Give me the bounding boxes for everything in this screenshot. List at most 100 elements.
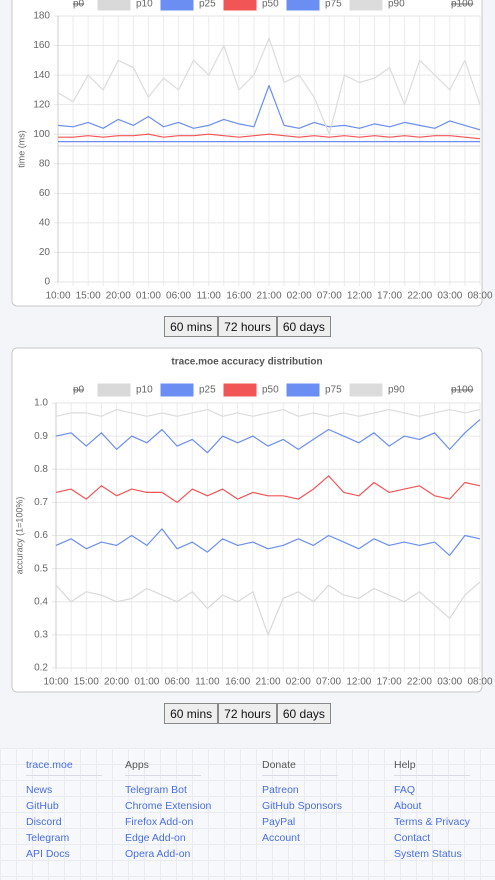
x-tick-label: 11:00 [195, 677, 220, 688]
footer: trace.moe News GitHub Discord Telegram API Do… [0, 748, 495, 880]
y-tick-label: 0.5 [34, 563, 48, 574]
x-tick-label: 08:00 [467, 291, 492, 302]
footer-link[interactable]: API Docs [26, 848, 70, 860]
range-button[interactable]: 72 hours [218, 703, 277, 724]
range-button[interactable]: 72 hours [218, 316, 277, 337]
x-tick-label: 03:00 [437, 291, 462, 302]
footer-link[interactable]: Chrome Extension [125, 800, 212, 812]
legend-swatch [349, 0, 383, 11]
series-line [55, 419, 481, 454]
legend-label: p50 [262, 385, 279, 396]
x-tick-label: 10:00 [45, 291, 70, 302]
series-line [55, 528, 481, 556]
range-buttons: 60 mins 72 hours 60 days [0, 316, 495, 337]
legend-label: p10 [136, 0, 153, 10]
x-tick-label: 06:00 [166, 291, 191, 302]
footer-heading[interactable]: trace.moe [26, 759, 102, 776]
footer-link[interactable]: About [394, 800, 422, 812]
y-tick-label: 140 [33, 70, 50, 81]
footer-link[interactable]: Terms & Privacy [394, 816, 470, 828]
chart-title: trace.moe accuracy distribution [171, 357, 322, 368]
legend-label: p75 [325, 0, 342, 10]
legend-swatch [160, 383, 194, 397]
footer-link[interactable]: Contact [394, 832, 431, 844]
footer-column: trace.moe News GitHub Discord Telegram API Do… [26, 759, 102, 864]
charts: 0 20 40 60 80 100 120 140 160 180 time (ms) 10:00 15… [11, 0, 493, 693]
legend-label: p0 [73, 0, 85, 10]
legend-swatch [413, 0, 445, 10]
legend-label: p10 [136, 385, 153, 396]
footer-link[interactable]: Telegram [26, 832, 70, 844]
series-line [55, 581, 481, 636]
footer-link[interactable]: Firefox Add-on [125, 816, 194, 828]
x-tick-label: 17:00 [377, 677, 402, 688]
footer-link[interactable]: FAQ [394, 784, 416, 796]
footer-link[interactable]: GitHub Sponsors [262, 800, 342, 812]
footer-heading: Apps [125, 759, 201, 776]
legend-label: p25 [199, 0, 216, 10]
footer-link[interactable]: System Status [394, 848, 462, 860]
y-tick-label: 120 [33, 99, 50, 110]
x-tick-label: 11:00 [197, 291, 222, 302]
y-tick-label: 0.9 [34, 431, 48, 442]
footer-heading: Donate [262, 759, 338, 776]
y-tick-label: 0.8 [34, 464, 48, 475]
y-tick-label: 0.2 [34, 663, 48, 674]
x-tick-label: 06:00 [165, 677, 190, 688]
footer-link[interactable]: Opera Add-on [125, 848, 191, 860]
x-tick-label: 21:00 [256, 291, 281, 302]
footer-link[interactable]: Discord [26, 816, 62, 828]
footer-link[interactable]: Edge Add-on [125, 832, 186, 844]
footer-link[interactable]: Account [262, 832, 300, 844]
y-tick-label: 0 [44, 277, 50, 288]
legend-swatch [286, 383, 320, 397]
x-tick-label: 15:00 [74, 677, 99, 688]
legend-label: p90 [388, 0, 405, 10]
x-tick-label: 12:00 [346, 677, 371, 688]
y-tick-label: 40 [39, 218, 51, 229]
legend-swatch [223, 0, 257, 11]
range-button[interactable]: 60 mins [164, 703, 219, 724]
x-tick-label: 17:00 [377, 291, 402, 302]
x-tick-label: 08:00 [467, 677, 492, 688]
footer-link[interactable]: GitHub [26, 800, 59, 812]
y-tick-label: 0.7 [34, 497, 48, 508]
footer-column: Help FAQ About Terms & Privacy Contact System… [394, 759, 470, 864]
y-tick-label: 1.0 [34, 398, 48, 409]
x-tick-label: 01:00 [136, 291, 161, 302]
legend-label: p25 [199, 385, 216, 396]
footer-link[interactable]: News [26, 784, 53, 796]
legend-swatch [35, 384, 67, 396]
x-tick-label: 21:00 [255, 677, 280, 688]
x-tick-label: 20:00 [104, 677, 129, 688]
legend-swatch [349, 383, 383, 397]
footer-link[interactable]: Patreon [262, 784, 299, 796]
legend-swatch [97, 383, 131, 397]
y-tick-label: 0.3 [34, 630, 48, 641]
legend-label: p100 [451, 385, 474, 396]
y-tick-label: 160 [33, 40, 50, 51]
footer-link[interactable]: Telegram Bot [125, 784, 187, 796]
range-button[interactable]: 60 days [276, 703, 331, 724]
range-button[interactable]: 60 mins [164, 316, 219, 337]
series-line [55, 409, 481, 417]
chart-card [11, 347, 483, 693]
range-button[interactable]: 60 days [276, 316, 331, 337]
legend-swatch [286, 0, 320, 11]
footer-link[interactable]: PayPal [262, 816, 296, 828]
x-tick-label: 10:00 [43, 677, 68, 688]
legend-swatch [160, 0, 194, 11]
legend-swatch [413, 384, 445, 396]
x-tick-label: 07:00 [316, 677, 341, 688]
chart-card [11, 0, 483, 307]
x-tick-label: 02:00 [286, 677, 311, 688]
x-tick-label: 20:00 [106, 291, 131, 302]
legend-swatch [97, 0, 131, 11]
y-tick-label: 60 [39, 188, 51, 199]
x-tick-label: 22:00 [407, 291, 432, 302]
legend-label: p0 [73, 385, 85, 396]
series-line [57, 37, 481, 135]
footer-column: Apps Telegram Bot Chrome Extension Firefox … [125, 759, 211, 864]
y-tick-label: 20 [39, 247, 51, 258]
